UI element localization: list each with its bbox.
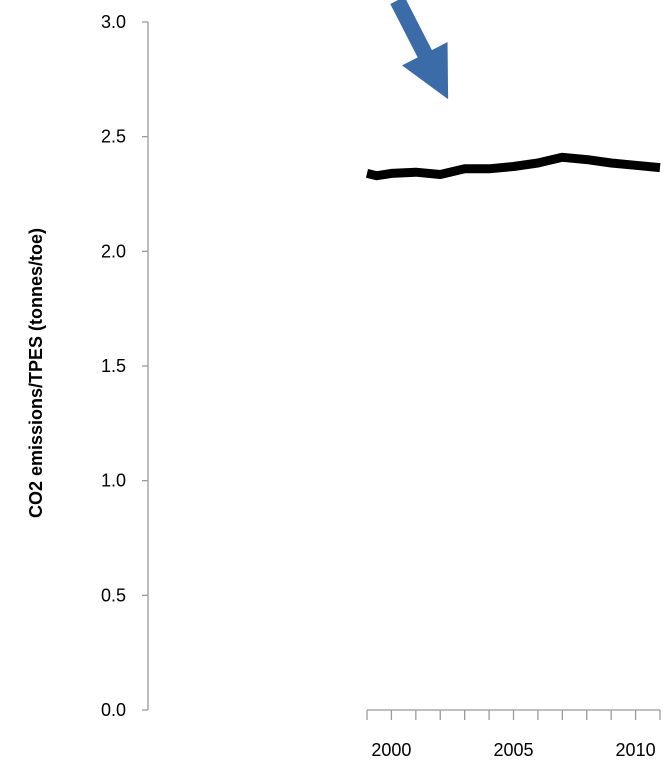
y-tick-label: 0.5 — [101, 585, 126, 605]
series-line-0 — [365, 152, 661, 181]
x-tick-label: 2005 — [493, 740, 533, 760]
x-tick-label: 2000 — [371, 740, 411, 760]
y-tick-label: 1.0 — [101, 471, 126, 491]
annotation-arrow — [390, 0, 449, 100]
y-axis-title: CO2 emissions/TPES (tonnes/toe) — [26, 228, 46, 518]
annotation-layer — [390, 0, 449, 100]
y-tick-label: 0.0 — [101, 700, 126, 720]
y-axis: 0.0 0.5 1.0 1.5 2.0 2.5 3.0 — [101, 12, 149, 720]
y-tick-label: 2.0 — [101, 241, 126, 261]
y-tick-label: 2.5 — [101, 127, 126, 147]
y-tick-label: 1.5 — [101, 356, 126, 376]
y-tick-label: 3.0 — [101, 12, 126, 32]
x-axis: 2000 2005 2010 — [366, 709, 661, 760]
series-layer — [365, 152, 661, 181]
x-tick-label: 2010 — [616, 740, 656, 760]
